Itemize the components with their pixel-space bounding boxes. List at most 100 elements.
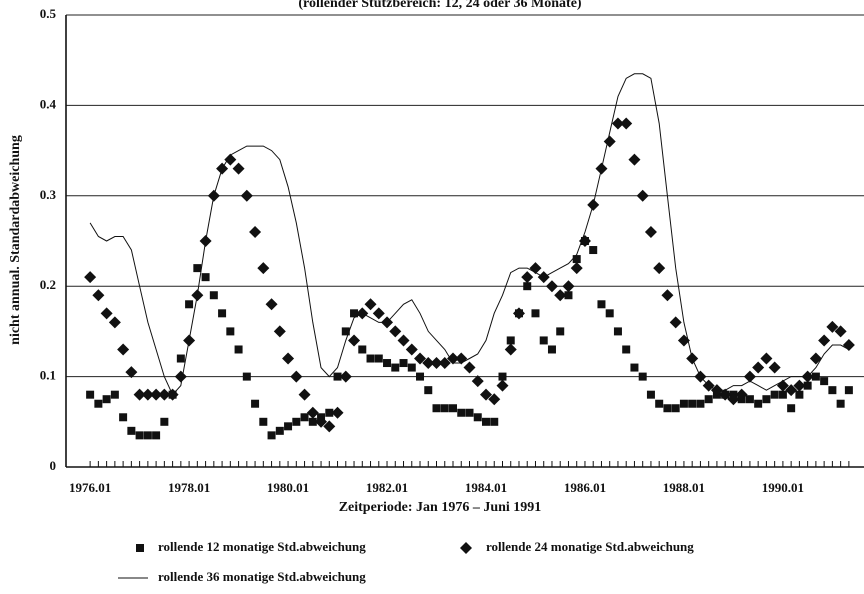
data-point: [471, 375, 484, 388]
data-point: [671, 404, 680, 413]
data-point: [539, 336, 548, 345]
data-point: [176, 354, 185, 363]
data-point: [622, 345, 631, 354]
x-tick-label: 1982.01: [366, 480, 408, 495]
data-point: [152, 431, 161, 440]
data-point: [108, 316, 121, 329]
x-tick-label: 1986.01: [564, 480, 606, 495]
legend-marker: [460, 542, 472, 554]
y-tick-label: 0: [50, 458, 57, 473]
data-point: [655, 399, 664, 408]
data-point: [611, 117, 624, 130]
data-point: [372, 307, 385, 320]
x-tick-label: 1976.01: [69, 480, 111, 495]
data-point: [735, 388, 748, 401]
data-point: [696, 399, 705, 408]
x-tick-label: 1988.01: [663, 480, 705, 495]
data-point: [430, 357, 443, 370]
y-axis-label: nicht annual. Standardabweichung: [8, 135, 23, 345]
data-point: [141, 388, 154, 401]
data-point: [793, 379, 806, 392]
legend-label: rollende 36 monatige Std.abweichung: [158, 569, 366, 584]
legend-label: rollende 24 monatige Std.abweichung: [486, 539, 694, 554]
data-point: [333, 372, 342, 381]
data-point: [787, 404, 796, 413]
data-point: [110, 390, 119, 399]
data-point: [185, 300, 194, 309]
data-point: [348, 334, 361, 347]
data-point: [844, 386, 853, 395]
data-point: [350, 309, 359, 318]
data-point: [465, 408, 474, 417]
data-point: [488, 393, 501, 406]
data-point: [133, 388, 146, 401]
legend-label: rollende 12 monatige Std.abweichung: [158, 539, 366, 554]
data-point: [688, 399, 697, 408]
data-point: [135, 431, 144, 440]
data-point: [597, 300, 606, 309]
data-point: [119, 413, 128, 422]
data-point: [809, 352, 822, 365]
data-point: [628, 153, 641, 166]
data-point: [389, 325, 402, 338]
data-point: [638, 372, 647, 381]
series-line: [89, 73, 850, 396]
data-point: [447, 352, 460, 365]
data-point: [364, 298, 377, 311]
data-point: [251, 399, 260, 408]
data-point: [570, 262, 583, 275]
data-point: [449, 404, 458, 413]
x-tick-label: 1984.01: [465, 480, 507, 495]
data-point: [240, 189, 253, 202]
data-point: [653, 262, 666, 275]
data-point: [143, 431, 152, 440]
data-point: [265, 298, 278, 311]
data-point: [160, 417, 169, 426]
data-point: [218, 309, 227, 318]
data-point: [564, 291, 573, 300]
data-point: [630, 363, 639, 372]
data-point: [613, 327, 622, 336]
chart-title: (rollender Stützbereich: 12, 24 oder 36 …: [298, 0, 582, 11]
data-point: [257, 262, 270, 275]
data-point: [284, 422, 293, 431]
data-point: [273, 325, 286, 338]
data-point: [762, 395, 771, 404]
data-point: [836, 399, 845, 408]
x-tick-label: 1990.01: [762, 480, 804, 495]
data-point: [795, 390, 804, 399]
data-point: [358, 345, 367, 354]
data-point: [760, 352, 773, 365]
data-point: [521, 271, 534, 284]
data-point: [661, 289, 674, 302]
data-point: [224, 153, 237, 166]
data-point: [481, 417, 490, 426]
data-point: [496, 379, 509, 392]
data-point: [432, 404, 441, 413]
data-point: [826, 320, 839, 333]
data-point: [506, 336, 515, 345]
data-point: [242, 372, 251, 381]
data-point: [193, 264, 202, 273]
data-point: [457, 408, 466, 417]
data-point: [646, 390, 655, 399]
data-point: [562, 280, 575, 293]
data-point: [341, 327, 350, 336]
data-point: [554, 289, 567, 302]
data-point: [234, 345, 243, 354]
data-point: [92, 289, 105, 302]
y-tick-label: 0.5: [40, 6, 57, 21]
data-point: [150, 388, 163, 401]
y-tick-label: 0.4: [40, 96, 57, 111]
x-tick-label: 1980.01: [267, 480, 309, 495]
data-point: [308, 417, 317, 426]
data-point: [834, 325, 847, 338]
data-point: [374, 354, 383, 363]
data-point: [232, 162, 245, 175]
data-point: [679, 399, 688, 408]
data-point: [298, 388, 311, 401]
data-point: [605, 309, 614, 318]
data-point: [578, 235, 591, 247]
data-point: [620, 117, 633, 130]
data-point: [325, 408, 334, 417]
